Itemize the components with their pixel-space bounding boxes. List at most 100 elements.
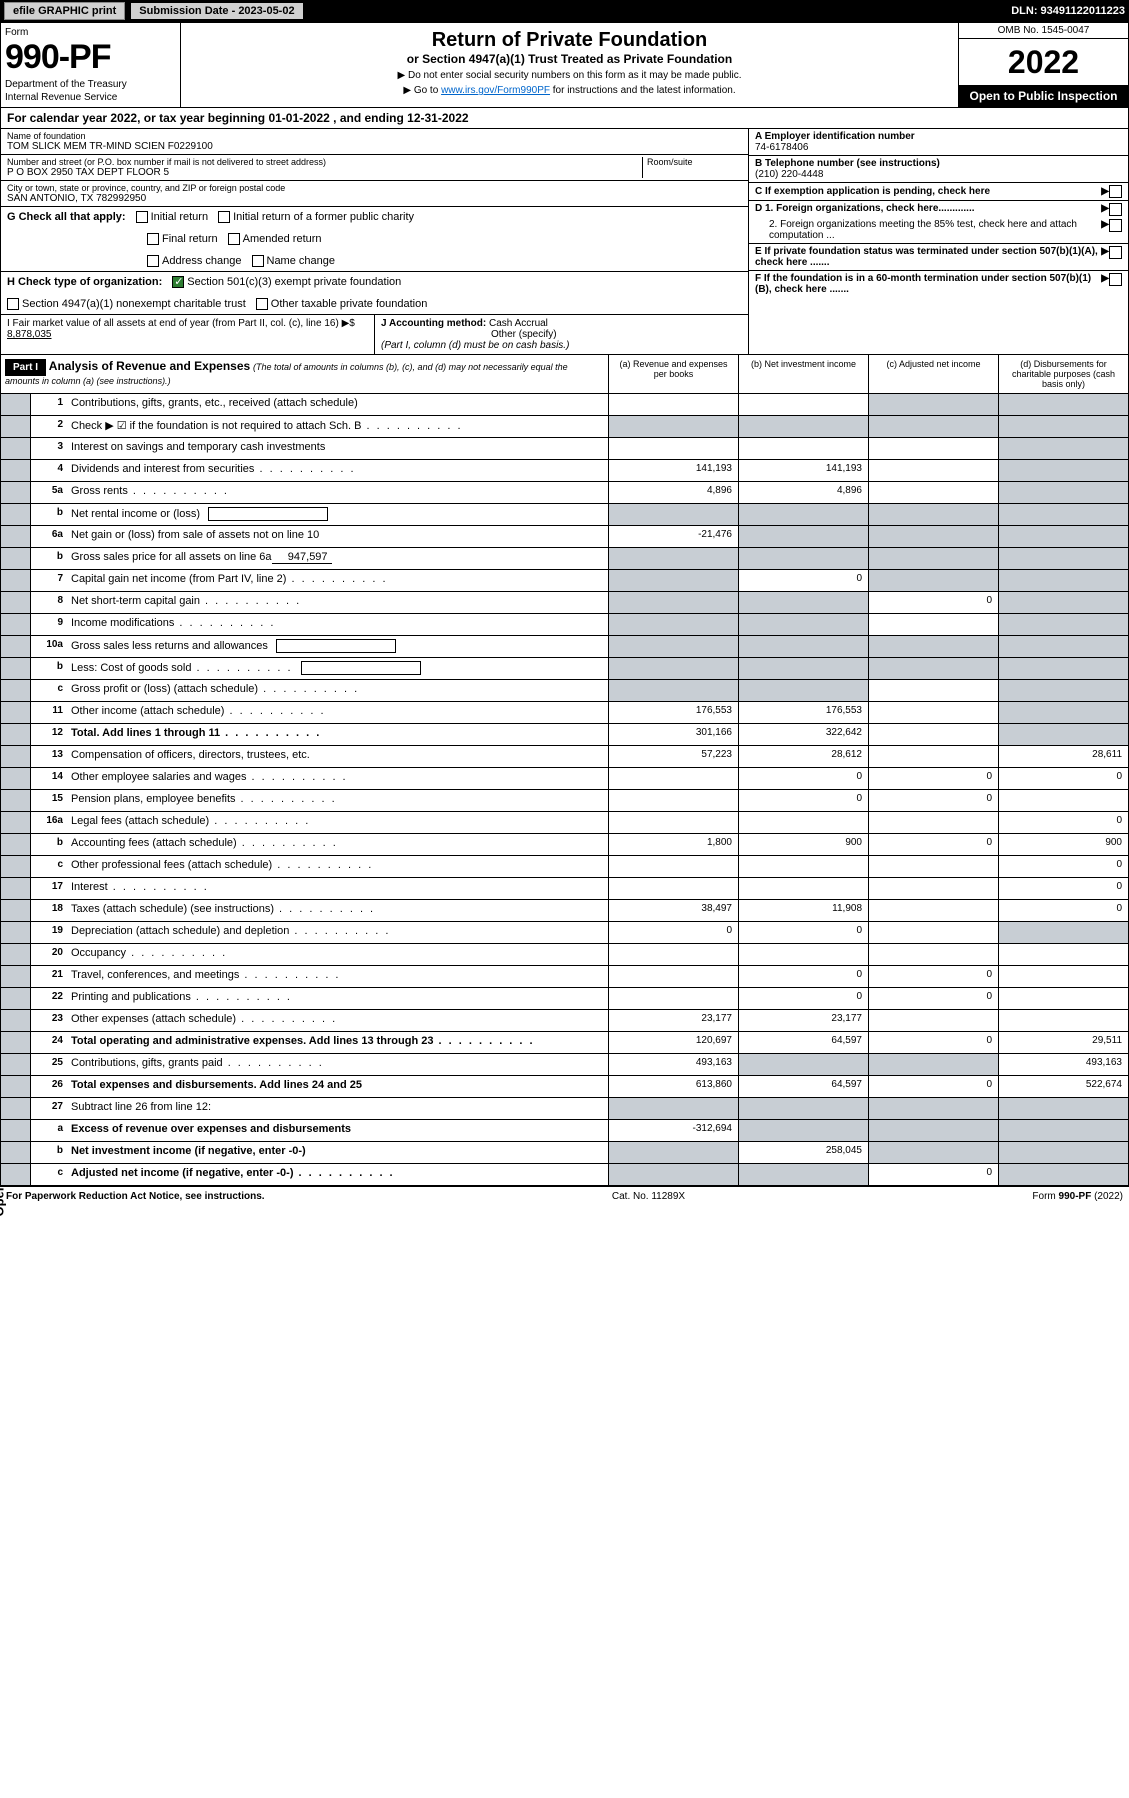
side-gutter [1,460,31,481]
cell: 0 [868,790,998,811]
d1-checkbox[interactable] [1109,203,1122,216]
efile-button[interactable]: efile GRAPHIC print [4,2,125,20]
cell: 11,908 [738,900,868,921]
g-opt-initial-former[interactable]: Initial return of a former public charit… [233,211,414,223]
cell [998,680,1128,701]
cell: 0 [868,768,998,789]
side-gutter [1,526,31,547]
footer-mid: Cat. No. 11289X [612,1191,685,1202]
cell [868,856,998,877]
table-row: 15Pension plans, employee benefits00 [1,790,1128,812]
cell: 64,597 [738,1032,868,1053]
h-opt-other[interactable]: Other taxable private foundation [271,298,428,310]
telephone: (210) 220-4448 [755,169,1122,180]
cell [868,636,998,657]
cell: 900 [998,834,1128,855]
cell [868,1120,998,1141]
table-row: 5aGross rents4,8964,896 [1,482,1128,504]
side-gutter [1,592,31,613]
h-opt-4947[interactable]: Section 4947(a)(1) nonexempt charitable … [22,298,246,310]
row-desc: Dividends and interest from securities [67,460,608,481]
cell: 0 [998,768,1128,789]
table-row: 26Total expenses and disbursements. Add … [1,1076,1128,1098]
row-desc: Gross profit or (loss) (attach schedule) [67,680,608,701]
foundation-name: TOM SLICK MEM TR-MIND SCIEN F0229100 [7,141,742,152]
cell: -312,694 [608,1120,738,1141]
side-gutter [1,790,31,811]
irs-link[interactable]: www.irs.gov/Form990PF [441,85,550,96]
cell [608,680,738,701]
table-row: cGross profit or (loss) (attach schedule… [1,680,1128,702]
cell: 522,674 [998,1076,1128,1097]
cell: 120,697 [608,1032,738,1053]
cell: 0 [998,878,1128,899]
d2-checkbox[interactable] [1109,219,1122,232]
j-other[interactable]: Other (specify) [491,329,557,340]
j-cash[interactable]: Cash [489,318,512,329]
f-checkbox[interactable] [1109,273,1122,286]
note2: ▶ Go to www.irs.gov/Form990PF for instru… [187,85,952,96]
cell [738,680,868,701]
cell [868,702,998,723]
row-desc: Other expenses (attach schedule) [67,1010,608,1031]
e-checkbox[interactable] [1109,246,1122,259]
row-number: b [31,658,67,679]
cell [868,438,998,459]
open-public: Open to Public Inspection [959,85,1128,107]
g-opt-amended[interactable]: Amended return [243,233,322,245]
part1-header: Part I Analysis of Revenue and Expenses … [0,355,1129,394]
table-row: 19Depreciation (attach schedule) and dep… [1,922,1128,944]
calendar-year: For calendar year 2022, or tax year begi… [0,108,1129,129]
cell: 141,193 [608,460,738,481]
h-opt-501c3[interactable]: Section 501(c)(3) exempt private foundat… [187,276,401,288]
cell: 0 [868,1164,998,1185]
cell [868,812,998,833]
cell [868,614,998,635]
row-number: 26 [31,1076,67,1097]
footer: For Paperwork Reduction Act Notice, see … [0,1186,1129,1206]
row-number: 21 [31,966,67,987]
cell [608,636,738,657]
row-desc: Capital gain net income (from Part IV, l… [67,570,608,591]
cell [868,504,998,525]
row-number: 6a [31,526,67,547]
g-opt-initial[interactable]: Initial return [151,211,208,223]
note1: ▶ Do not enter social security numbers o… [187,70,952,81]
row-desc: Other professional fees (attach schedule… [67,856,608,877]
table-row: 6aNet gain or (loss) from sale of assets… [1,526,1128,548]
row-desc: Less: Cost of goods sold [67,658,608,679]
cell [608,592,738,613]
cell [738,1098,868,1119]
i-value: 8,878,035 [7,329,52,340]
cell: 28,611 [998,746,1128,767]
addr-label: Number and street (or P.O. box number if… [7,157,642,167]
cell [738,614,868,635]
cell [998,1010,1128,1031]
cell: 0 [738,790,868,811]
e-label: E If private foundation status was termi… [755,246,1101,268]
c-checkbox[interactable] [1109,185,1122,198]
irs: Internal Revenue Service [5,92,176,103]
cell: -21,476 [608,526,738,547]
table-row: 7Capital gain net income (from Part IV, … [1,570,1128,592]
row-number: c [31,1164,67,1185]
table-row: 22Printing and publications00 [1,988,1128,1010]
cell: 0 [868,1032,998,1053]
cell [868,900,998,921]
cell [738,636,868,657]
cell: 38,497 [608,900,738,921]
g-opt-final[interactable]: Final return [162,233,218,245]
cell: 0 [998,812,1128,833]
col-b: (b) Net investment income [738,355,868,393]
row-number: 12 [31,724,67,745]
cell [868,526,998,547]
cell [738,548,868,569]
cell: 322,642 [738,724,868,745]
table-row: bGross sales price for all assets on lin… [1,548,1128,570]
form-number: 990-PF [5,38,176,77]
g-opt-name[interactable]: Name change [267,255,336,267]
j-accrual[interactable]: Accrual [515,318,548,329]
row-number: 11 [31,702,67,723]
g-opt-address[interactable]: Address change [162,255,242,267]
form-label: Form [5,27,176,38]
